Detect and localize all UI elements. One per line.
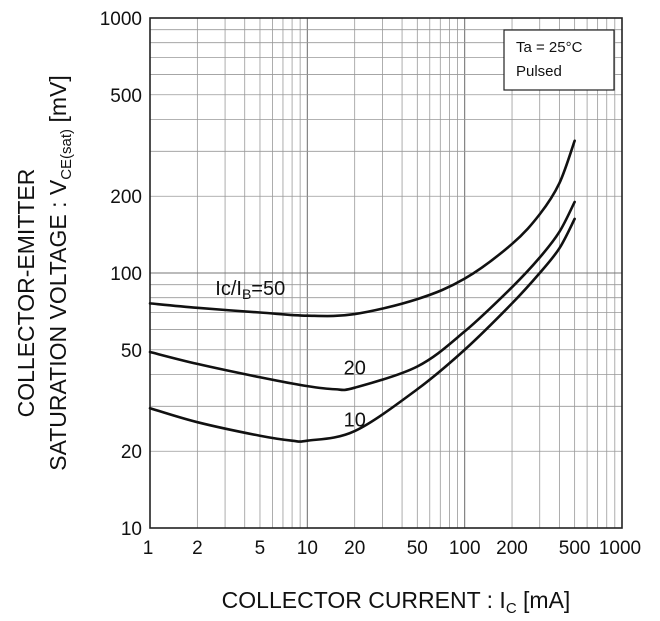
- y-axis-title-line2: SATURATION VOLTAGE : VCE(sat) [mV]: [45, 75, 75, 470]
- series-line-ratio-20: [148, 200, 576, 392]
- y-axis-title: COLLECTOR-EMITTER SATURATION VOLTAGE : V…: [13, 75, 75, 470]
- series-label-main: 20: [344, 357, 366, 379]
- x-tick-label: 1: [143, 538, 154, 559]
- y-tick-label: 20: [121, 442, 142, 463]
- legend: Ta = 25°C Pulsed: [503, 29, 615, 91]
- x-axis-title: COLLECTOR CURRENT : IC [mA]: [222, 587, 571, 617]
- x-tick-label: 200: [496, 538, 528, 559]
- y-tick-label: 500: [110, 86, 142, 107]
- legend-temperature: Ta = 25°C: [516, 39, 583, 56]
- y-axis-title-line1: COLLECTOR-EMITTER: [13, 169, 39, 418]
- series-group: [148, 139, 576, 443]
- x-tick-label: 5: [255, 538, 266, 559]
- x-tick-label: 50: [407, 538, 428, 559]
- legend-pulsed: Pulsed: [516, 63, 562, 80]
- series-line-ratio-50: [148, 139, 576, 318]
- plot-frame: [149, 17, 623, 529]
- series-label-ratio-50: Ic/IB=50: [215, 278, 285, 302]
- x-axis-title-sub: C: [506, 600, 517, 617]
- y-tick-label: 10: [121, 519, 142, 540]
- series-label-main: Ic/I: [215, 278, 242, 300]
- y-tick-label: 50: [121, 341, 142, 362]
- y-tick-labels: 10 20 50 100 200 500 1000: [100, 9, 142, 540]
- x-tick-label: 500: [559, 538, 591, 559]
- x-tick-label: 20: [344, 538, 365, 559]
- x-tick-labels: 1 2 5 10 20 50 100 200 500 1000: [143, 538, 641, 559]
- y-axis-title-main: SATURATION VOLTAGE : V: [45, 179, 71, 471]
- x-tick-label: 10: [297, 538, 318, 559]
- series-line-ratio-10: [148, 217, 576, 443]
- series-label-suffix: =50: [251, 278, 285, 300]
- x-axis-title-unit: [mA]: [517, 587, 571, 613]
- series-label-sub: B: [242, 286, 251, 302]
- series-label-ratio-20: 20: [344, 357, 366, 379]
- x-tick-label: 100: [449, 538, 481, 559]
- y-axis-title-unit: [mV]: [45, 75, 71, 129]
- series-label-main: 10: [344, 410, 366, 432]
- x-tick-label: 1000: [599, 538, 641, 559]
- x-tick-label: 2: [192, 538, 203, 559]
- legend-box: [503, 29, 615, 91]
- y-tick-label: 1000: [100, 9, 142, 30]
- x-axis-title-main: COLLECTOR CURRENT : I: [222, 587, 506, 613]
- y-axis-title-sub: CE(sat): [58, 129, 75, 180]
- y-tick-label: 100: [110, 264, 142, 285]
- series-label-ratio-10: 10: [344, 410, 366, 432]
- series-labels: Ic/IB=50 20 10: [215, 278, 366, 432]
- y-tick-label: 200: [110, 187, 142, 208]
- grid: [150, 18, 622, 528]
